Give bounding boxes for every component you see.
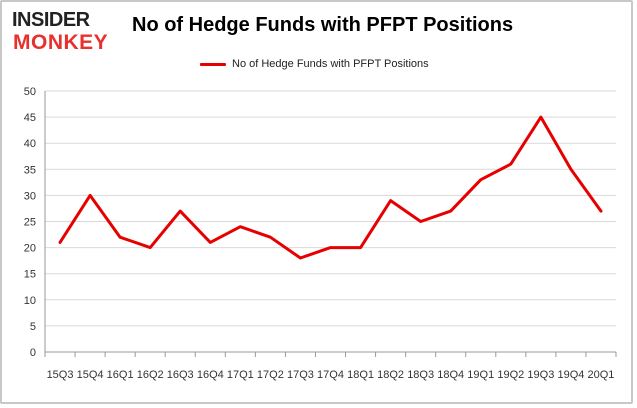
data-point <box>209 241 212 244</box>
data-point <box>148 246 152 249</box>
x-tick-label: 18Q2 <box>377 369 404 381</box>
legend: No of Hedge Funds with PFPT Positions <box>200 56 429 72</box>
data-point <box>389 199 392 202</box>
x-tick-label: 17Q3 <box>287 369 314 381</box>
y-tick-label: 40 <box>24 138 36 150</box>
x-tick-label: 17Q4 <box>317 369 344 381</box>
x-tick-label: 19Q2 <box>497 369 524 381</box>
y-tick-label: 5 <box>30 321 36 333</box>
y-tick-label: 10 <box>24 295 36 307</box>
data-point <box>359 246 362 249</box>
x-tick-label: 16Q2 <box>137 369 164 381</box>
x-tick-label: 15Q3 <box>47 369 74 381</box>
legend-swatch <box>200 62 226 66</box>
y-tick-label: 50 <box>24 86 36 98</box>
logo-line-1: INSIDER <box>12 9 91 31</box>
data-point <box>269 235 272 239</box>
legend-label: No of Hedge Funds with PFPT Positions <box>232 58 429 70</box>
data-point <box>88 194 92 197</box>
y-tick-label: 0 <box>30 347 36 359</box>
data-point <box>58 241 62 244</box>
data-point <box>449 209 452 213</box>
x-tick-label: 16Q1 <box>107 369 134 381</box>
y-tick-label: 30 <box>24 190 36 202</box>
x-tick-label: 17Q2 <box>257 369 284 381</box>
data-point <box>179 209 182 213</box>
x-tick-label: 19Q3 <box>527 369 554 381</box>
data-point <box>329 246 332 249</box>
chart-title: No of Hedge Funds with PFPT Positions <box>132 14 514 36</box>
data-point <box>539 115 543 119</box>
x-tick-label: 18Q4 <box>437 369 464 381</box>
x-tick-label: 17Q1 <box>227 369 254 381</box>
x-tick-label: 16Q3 <box>167 369 194 381</box>
insider-monkey-logo: INSIDER MONKEY <box>12 9 108 54</box>
x-tick-label: 16Q4 <box>197 369 224 381</box>
data-point <box>479 178 482 181</box>
y-tick-label: 25 <box>24 217 36 229</box>
data-point <box>299 256 302 260</box>
data-point <box>419 220 422 223</box>
y-tick-label: 45 <box>24 112 36 124</box>
y-tick-label: 15 <box>24 269 36 281</box>
x-tick-label: 18Q1 <box>347 369 374 381</box>
y-tick-label: 35 <box>24 164 36 176</box>
x-tick-label: 15Q4 <box>77 369 104 381</box>
data-point <box>118 235 122 239</box>
series-line <box>58 115 603 260</box>
data-point <box>569 168 573 171</box>
x-tick-label: 18Q3 <box>407 369 434 381</box>
data-point <box>599 209 603 213</box>
x-tick-label: 20Q1 <box>588 369 615 381</box>
data-point <box>239 225 242 228</box>
logo-line-2: MONKEY <box>13 31 108 54</box>
x-tick-label: 19Q1 <box>467 369 494 381</box>
x-tick-label: 19Q4 <box>557 369 584 381</box>
y-tick-label: 20 <box>24 243 36 255</box>
data-point <box>509 162 513 166</box>
